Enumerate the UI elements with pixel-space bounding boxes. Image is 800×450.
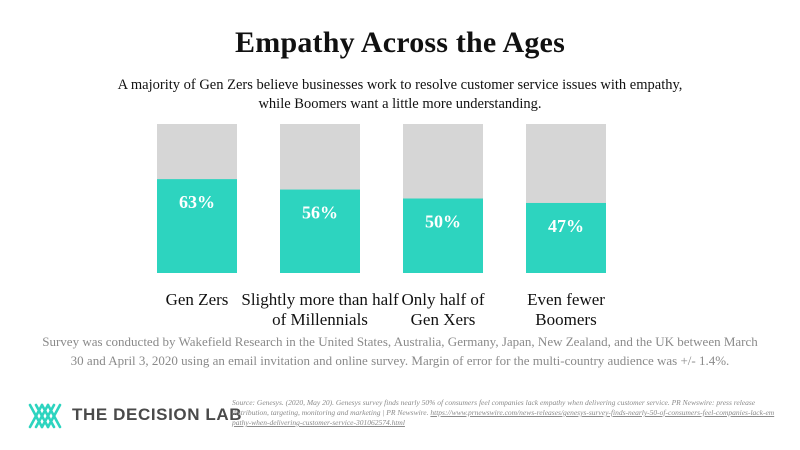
- category-label-line: Only half of: [401, 290, 484, 309]
- bar-value-label: 50%: [425, 212, 461, 232]
- source-link[interactable]: https://www.prnewswire.com/news-releases…: [232, 408, 775, 427]
- source-text: Source: Genesys. (2020, May 20). Genesys…: [232, 398, 756, 417]
- chart-subtitle: A majority of Gen Zers believe businesse…: [117, 77, 683, 112]
- chart-title: Empathy Across the Ages: [235, 26, 565, 59]
- bar: [403, 198, 483, 273]
- logo-stroke: [46, 403, 62, 429]
- bar: [280, 189, 360, 273]
- category-label-line: of Millennials: [272, 310, 368, 329]
- brand-name: THE DECISION LAB: [72, 405, 243, 424]
- bar: [526, 202, 606, 273]
- logo-stroke: [40, 403, 56, 429]
- category-label: Even fewer Boomers: [527, 290, 605, 329]
- category-label: Slightly more than half of Millennials: [241, 290, 399, 329]
- logo-stroke: [28, 403, 44, 429]
- bar-value-label: 63%: [179, 192, 215, 212]
- bar-chart: 63% Gen Zers 56% Slightly more than half of …: [157, 124, 606, 329]
- source-citation: Source: Genesys. (2020, May 20). Genesys…: [232, 398, 777, 428]
- decision-lab-logo-icon: [28, 403, 62, 429]
- logo-stroke: [34, 403, 50, 429]
- bar-value-label: 47%: [548, 216, 584, 236]
- category-label-line: Gen Zers: [166, 290, 229, 309]
- category-label: Only half of Gen Xers: [401, 290, 484, 329]
- category-label-line: Slightly more than half: [241, 290, 399, 309]
- survey-footnote: Survey was conducted by Wakefield Resear…: [42, 334, 758, 368]
- category-label: Gen Zers: [166, 290, 229, 309]
- category-label-line: Gen Xers: [411, 310, 476, 329]
- category-label-line: Even fewer: [527, 290, 605, 309]
- bar: [157, 179, 237, 273]
- bar-value-label: 56%: [302, 203, 338, 223]
- category-label-line: Boomers: [535, 310, 596, 329]
